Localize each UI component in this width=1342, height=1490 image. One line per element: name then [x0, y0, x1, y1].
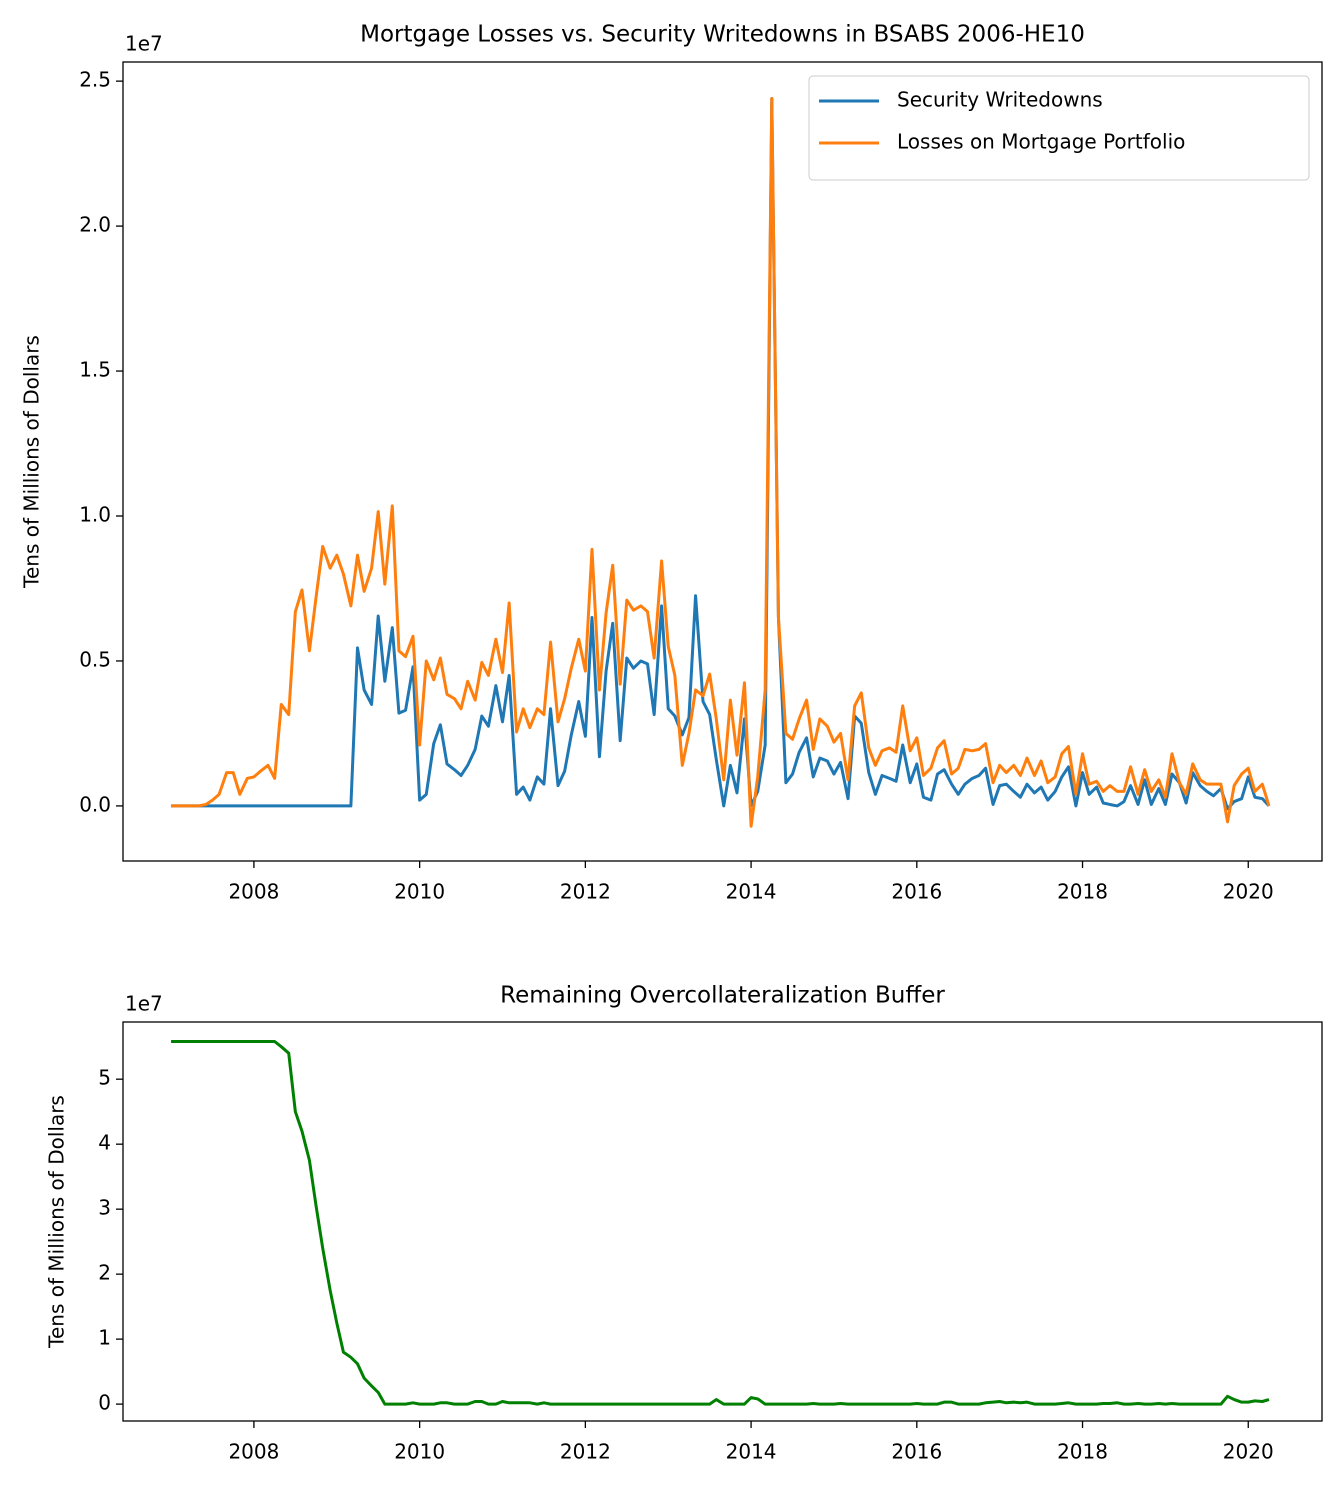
x-tick-label: 2020: [1223, 1440, 1274, 1464]
y-axis-label: Tens of Millions of Dollars: [45, 1095, 69, 1349]
y-tick-label: 2.0: [79, 213, 111, 237]
x-tick-label: 2010: [394, 880, 445, 904]
y-tick-label: 4: [98, 1131, 111, 1155]
x-tick-label: 2018: [1057, 1440, 1108, 1464]
y-tick-label: 2.5: [79, 68, 111, 92]
x-tick-label: 2014: [726, 1440, 777, 1464]
chart-title: Remaining Overcollateralization Buffer: [500, 983, 945, 1009]
legend: Security Writedowns Losses on Mortgage Po…: [808, 75, 1310, 181]
chart-title: Mortgage Losses vs. Security Writedowns …: [360, 22, 1085, 48]
plot-frame: [122, 61, 1323, 862]
x-tick-label: 2016: [891, 880, 942, 904]
subplot: Mortgage Losses vs. Security Writedowns …: [20, 22, 1323, 904]
subplot: Remaining Overcollateralization Buffer 1e…: [45, 983, 1323, 1464]
x-tick-label: 2014: [726, 880, 777, 904]
x-tick-label: 2008: [228, 880, 279, 904]
x-tick-label: 2020: [1223, 880, 1274, 904]
y-tick-label: 1: [98, 1326, 111, 1350]
y-tick-label: 5: [98, 1066, 111, 1090]
x-tick-label: 2018: [1057, 880, 1108, 904]
x-tick-label: 2012: [560, 880, 611, 904]
series-line: [171, 1040, 1270, 1406]
y-tick-label: 3: [98, 1196, 111, 1220]
legend-label: Security Writedowns: [897, 88, 1103, 112]
x-tick-label: 2012: [560, 1440, 611, 1464]
legend-label: Losses on Mortgage Portfolio: [897, 130, 1185, 154]
series-line: [171, 97, 1271, 828]
offset-label: 1e7: [125, 32, 163, 56]
y-axis-label: Tens of Millions of Dollars: [20, 335, 44, 589]
plot-frame: [122, 1021, 1323, 1422]
y-tick-label: 1.5: [79, 358, 111, 382]
x-tick-label: 2010: [394, 1440, 445, 1464]
y-tick-label: 2: [98, 1261, 111, 1285]
offset-label: 1e7: [125, 992, 163, 1016]
y-tick-label: 0: [98, 1391, 111, 1415]
y-tick-label: 1.0: [79, 503, 111, 527]
y-tick-label: 0.5: [79, 647, 111, 671]
x-tick-label: 2016: [891, 1440, 942, 1464]
legend-frame: [808, 75, 1310, 181]
x-tick-label: 2008: [228, 1440, 279, 1464]
y-tick-label: 0.0: [79, 792, 111, 816]
series-line: [171, 97, 1271, 811]
